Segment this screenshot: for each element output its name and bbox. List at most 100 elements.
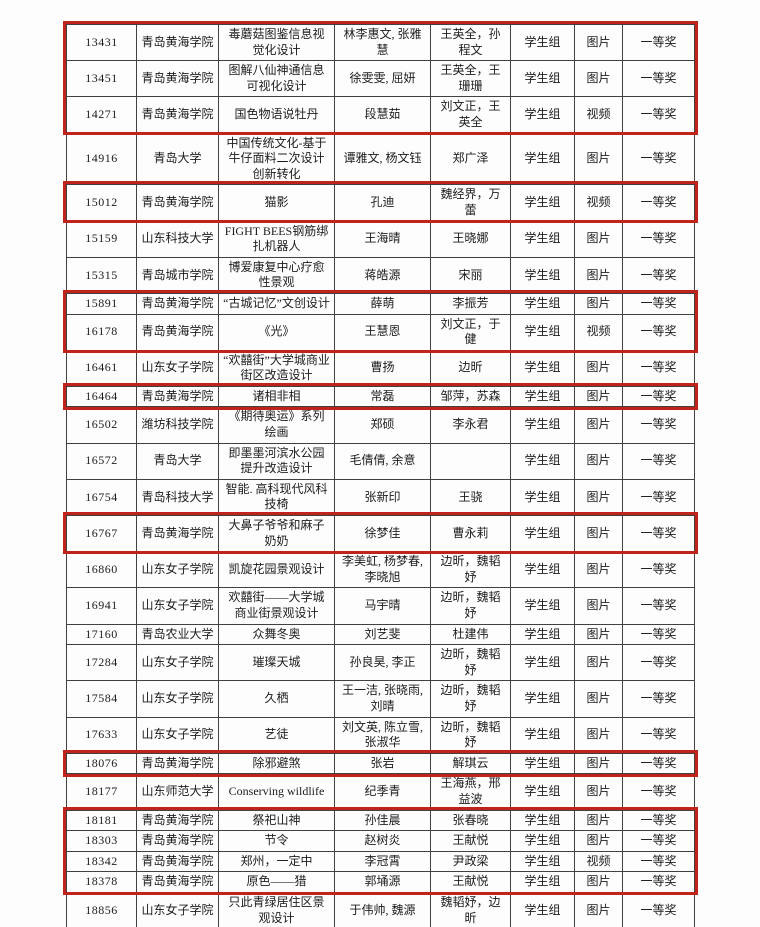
cell-award: 一等奖 — [622, 850, 695, 873]
cell-type: 图片 — [574, 60, 623, 98]
cell-group: 学生组 — [510, 478, 575, 517]
cell-advisors: 王晓娜 — [430, 220, 511, 258]
cell-group: 学生组 — [510, 587, 575, 625]
cell-school: 山东科技大学 — [136, 220, 219, 258]
cell-school: 青岛黄海学院 — [136, 23, 219, 62]
cell-award: 一等奖 — [622, 96, 695, 134]
cell-authors: 李美虹, 杨梦春, 李晓旭 — [334, 551, 431, 589]
cell-advisors: 刘文正，王英全 — [430, 96, 511, 134]
cell-school: 青岛黄海学院 — [136, 385, 219, 408]
cell-advisors: 李永君 — [430, 406, 511, 444]
cell-award: 一等奖 — [622, 132, 695, 186]
cell-type: 图片 — [574, 871, 623, 893]
cell-authors: 王慧恩 — [334, 313, 431, 351]
table-row: 16754 青岛科技大学 智能. 高科现代风科技椅 张新印 王骁 学生组 图片 一等奖 — [66, 478, 695, 517]
cell-id: 16860 — [66, 551, 137, 589]
cell-type: 图片 — [574, 220, 623, 258]
table-row: 14271 青岛黄海学院 国色物语说牡丹 段慧茹 刘文正，王英全 学生组 视频 一等奖 — [66, 96, 695, 134]
cell-type: 图片 — [574, 515, 623, 553]
cell-id: 18076 — [66, 752, 137, 775]
cell-group: 学生组 — [510, 132, 575, 186]
cell-school: 青岛城市学院 — [136, 256, 219, 294]
cell-school: 青岛黄海学院 — [136, 60, 219, 98]
cell-award: 一等奖 — [622, 623, 695, 646]
cell-award: 一等奖 — [622, 680, 695, 718]
table-row: 18303 青岛黄海学院 节令 赵树炎 王献悦 学生组 图片 一等奖 — [66, 830, 695, 852]
cell-authors: 曹扬 — [334, 349, 431, 387]
cell-id: 17160 — [66, 623, 137, 646]
cell-title: 《光》 — [218, 313, 335, 351]
cell-title: 图解八仙神通信息可视化设计 — [218, 60, 335, 98]
cell-type: 图片 — [574, 752, 623, 775]
cell-group: 学生组 — [510, 60, 575, 98]
cell-title: 久栖 — [218, 680, 335, 718]
cell-type: 图片 — [574, 830, 623, 852]
cell-award: 一等奖 — [622, 220, 695, 258]
cell-authors: 林李惠文, 张雅慧 — [334, 23, 431, 62]
cell-type: 图片 — [574, 132, 623, 186]
cell-type: 视频 — [574, 313, 623, 351]
cell-advisors: 边昕 — [430, 349, 511, 387]
table-row: 16461 山东女子学院 “欢囍街”大学城商业街区改造设计 曹扬 边昕 学生组 图片 一等奖 — [66, 349, 695, 387]
cell-group: 学生组 — [510, 644, 575, 682]
cell-authors: 郑硕 — [334, 406, 431, 444]
cell-school: 山东女子学院 — [136, 587, 219, 625]
table-row: 15159 山东科技大学 FIGHT BEES钢筋绑扎机器人 王海晴 王晓娜 学生组 图片一… — [66, 220, 695, 258]
table-row: 17584 山东女子学院 久栖 王一洁, 张晓雨, 刘晴 边昕，魏韬妤 学生组 图片 一等奖 — [66, 680, 695, 718]
cell-type: 图片 — [574, 385, 623, 408]
cell-type: 视频 — [574, 850, 623, 873]
cell-group: 学生组 — [510, 349, 575, 387]
cell-group: 学生组 — [510, 184, 575, 222]
cell-advisors: 王献悦 — [430, 871, 511, 893]
table-row: 17284 山东女子学院 璀璨天城 孙良昊, 李正 边昕，魏韬妤 学生组 图片 一等奖 — [66, 644, 695, 682]
cell-authors: 蒋皓源 — [334, 256, 431, 294]
cell-title: 凯旋花园景观设计 — [218, 551, 335, 589]
cell-advisors: 王英全，王珊珊 — [430, 60, 511, 98]
table-row: 15315 青岛城市学院 博爱康复中心疗愈性景观 蒋皓源 宋丽 学生组 图片 一等奖 — [66, 256, 695, 294]
table-row: 13451 青岛黄海学院 图解八仙神通信息可视化设计 徐雯雯, 屈妍 王英全，王珊珊 学生… — [66, 60, 695, 98]
cell-school: 青岛黄海学院 — [136, 752, 219, 775]
cell-type: 视频 — [574, 184, 623, 222]
cell-award: 一等奖 — [622, 23, 695, 62]
award-table: 13431 青岛黄海学院 毒蘑菇图鉴信息视觉化设计 林李惠文, 张雅慧 王英全，孙程文学… — [66, 23, 695, 927]
cell-school: 山东女子学院 — [136, 716, 219, 754]
cell-award: 一等奖 — [622, 442, 695, 480]
cell-advisors: 王献悦 — [430, 830, 511, 852]
cell-title: 大鼻子爷爷和麻子奶奶 — [218, 515, 335, 553]
cell-id: 16767 — [66, 515, 137, 553]
table-row: 16941 山东女子学院 欢囍街——大学城商业街景观设计 马宇晴 边昕，魏韬妤 学生组 图片… — [66, 587, 695, 625]
cell-id: 18303 — [66, 830, 137, 852]
cell-award: 一等奖 — [622, 292, 695, 315]
award-table-container: 13431 青岛黄海学院 毒蘑菇图鉴信息视觉化设计 林李惠文, 张雅慧 王英全，孙程文学… — [63, 21, 698, 927]
cell-award: 一等奖 — [622, 830, 695, 852]
table-row: 17633 山东女子学院 艺徒 刘文英, 陈立雪, 张淑华 边昕，魏韬妤 学生组 图片 一等奖 — [66, 716, 695, 754]
table-row: 18856 山东女子学院 只此青绿居住区景观设计 于伟帅, 魏源 魏韬妤，边昕 学生组 图片… — [66, 891, 695, 927]
cell-id: 18177 — [66, 773, 137, 811]
cell-school: 青岛黄海学院 — [136, 850, 219, 873]
cell-type: 图片 — [574, 551, 623, 589]
cell-id: 18378 — [66, 871, 137, 893]
table-row: 16860 山东女子学院 凯旋花园景观设计 李美虹, 杨梦春, 李晓旭 边昕，魏韬妤 学生… — [66, 551, 695, 589]
cell-authors: 常磊 — [334, 385, 431, 408]
cell-id: 17284 — [66, 644, 137, 682]
cell-school: 青岛黄海学院 — [136, 313, 219, 351]
cell-type: 图片 — [574, 587, 623, 625]
cell-title: 节令 — [218, 830, 335, 852]
cell-advisors: 边昕，魏韬妤 — [430, 551, 511, 589]
cell-id: 18342 — [66, 850, 137, 873]
cell-award: 一等奖 — [622, 385, 695, 408]
cell-award: 一等奖 — [622, 891, 695, 927]
table-row: 13431 青岛黄海学院 毒蘑菇图鉴信息视觉化设计 林李惠文, 张雅慧 王英全，孙程文学… — [66, 23, 695, 62]
cell-group: 学生组 — [510, 313, 575, 351]
cell-authors: 赵树炎 — [334, 830, 431, 852]
cell-advisors: 边昕，魏韬妤 — [430, 716, 511, 754]
table-row: 15891 青岛黄海学院 “古城记忆”文创设计 薛萌 李振芳 学生组 图片 一等奖 — [66, 292, 695, 315]
cell-group: 学生组 — [510, 871, 575, 893]
cell-type: 图片 — [574, 23, 623, 62]
cell-award: 一等奖 — [622, 515, 695, 553]
cell-id: 14916 — [66, 132, 137, 186]
cell-award: 一等奖 — [622, 644, 695, 682]
cell-title: 璀璨天城 — [218, 644, 335, 682]
cell-school: 青岛黄海学院 — [136, 830, 219, 852]
table-row: 16464 青岛黄海学院 诸相非相 常磊 邹萍，苏森 学生组 图片 一等奖 — [66, 385, 695, 408]
